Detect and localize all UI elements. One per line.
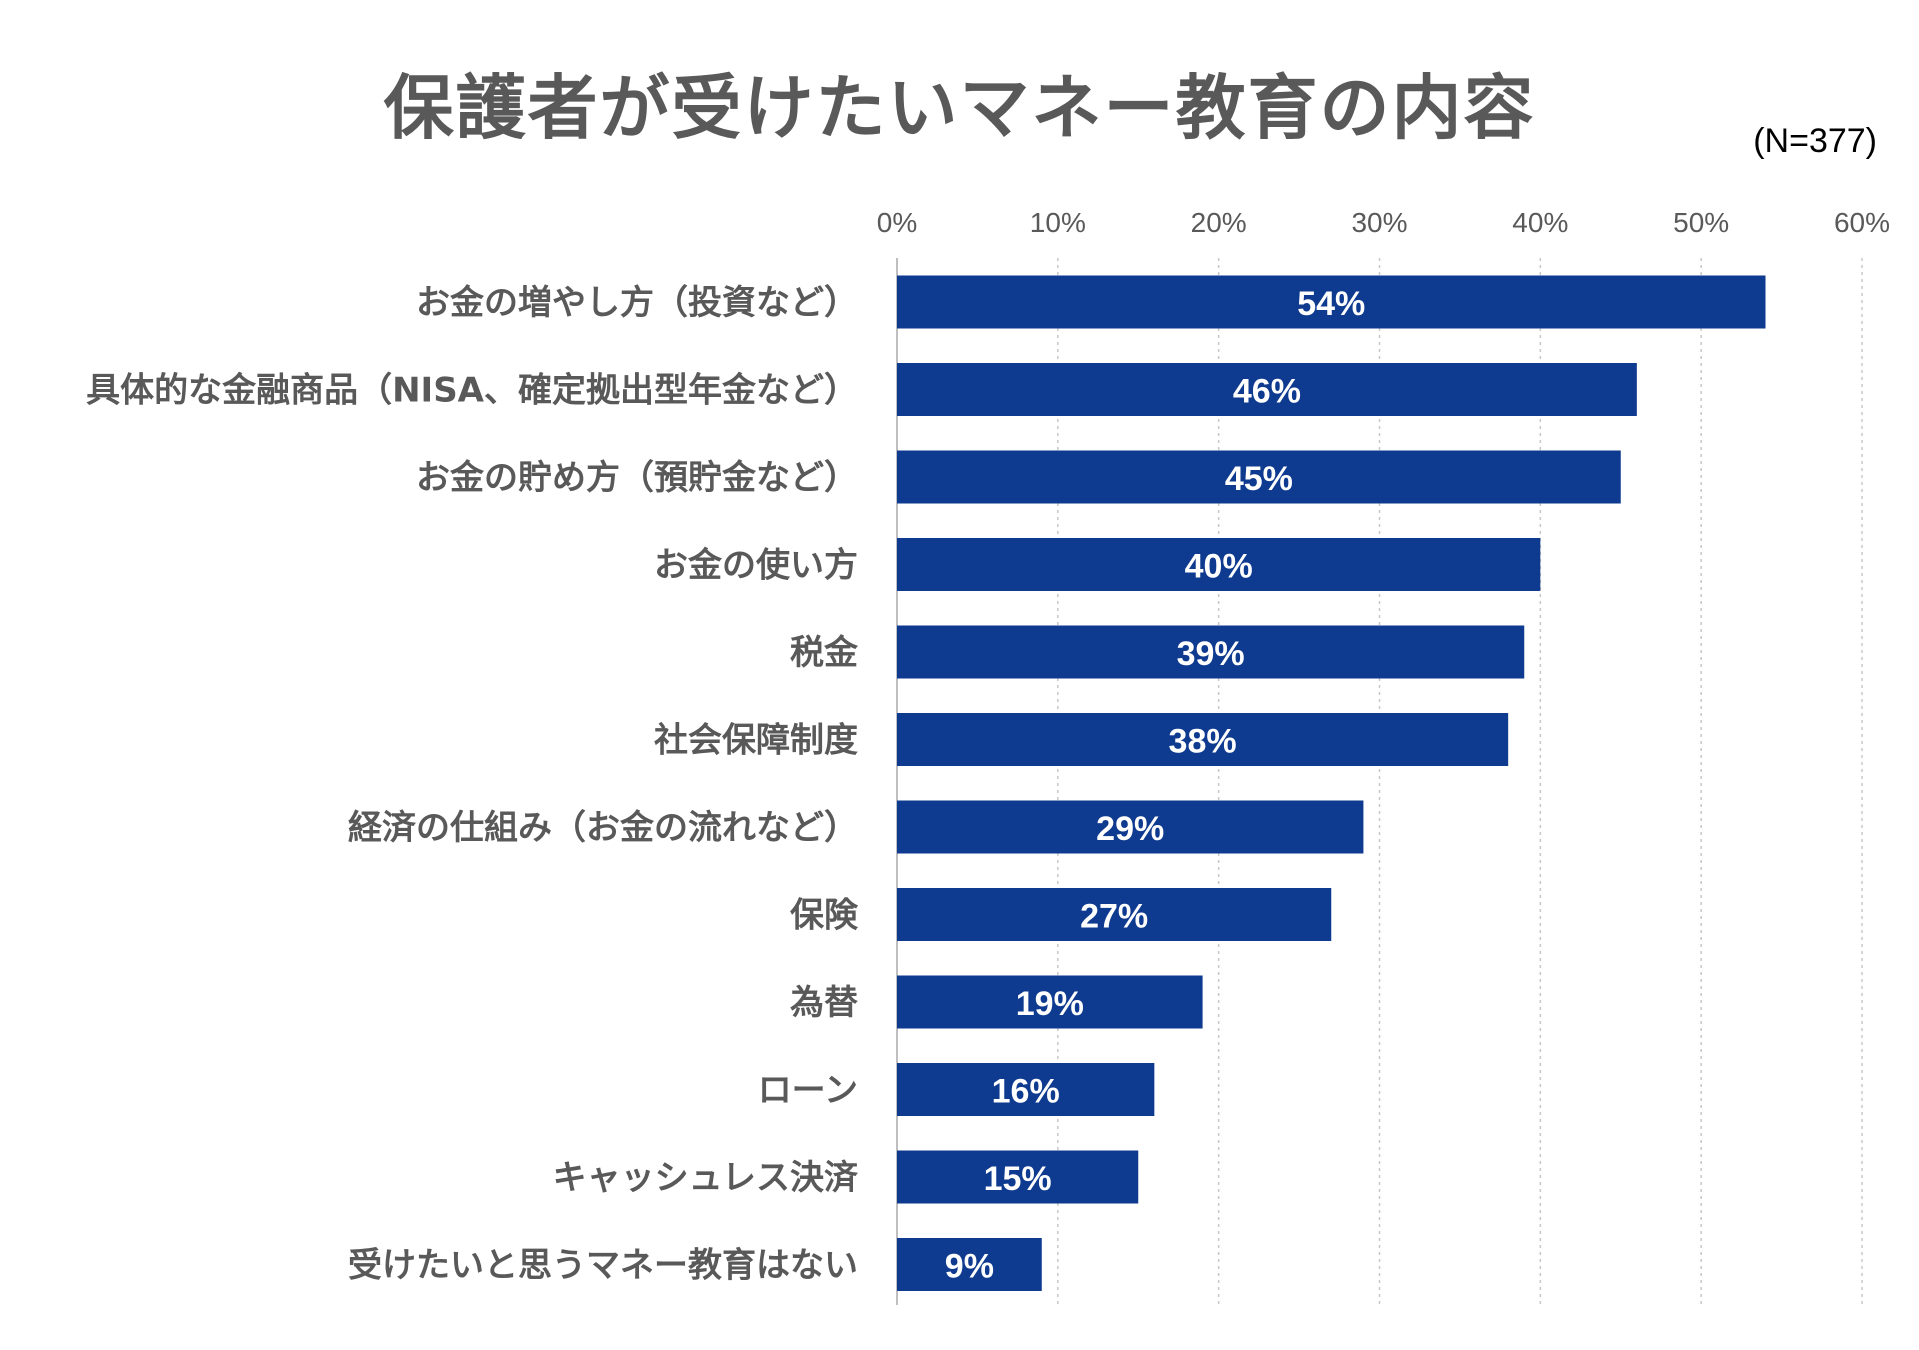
value-labels: 54% 46% 45% 40% 39% 38% 29% 27% 19% 16% 15% 9% bbox=[945, 285, 1365, 1286]
category-label: お金の増やし方（投資など） bbox=[416, 283, 858, 323]
category-label: 受けたいと思うマネー教育はない bbox=[348, 1246, 858, 1286]
data-label: 16% bbox=[992, 1073, 1060, 1111]
bar bbox=[897, 275, 1766, 329]
x-tick-label: 0% bbox=[877, 207, 917, 238]
data-label: 38% bbox=[1169, 723, 1237, 761]
category-label: 具体的な金融商品（NISA、確定拠出型年金など） bbox=[86, 371, 858, 411]
x-tick-label: 50% bbox=[1673, 207, 1729, 238]
bar bbox=[897, 1063, 1155, 1116]
bars bbox=[897, 275, 1766, 1291]
bar bbox=[897, 538, 1541, 591]
data-label: 40% bbox=[1185, 548, 1253, 586]
x-tick-label: 40% bbox=[1512, 207, 1568, 238]
category-label: 経済の仕組み（お金の流れなど） bbox=[348, 808, 858, 848]
x-tick-label: 20% bbox=[1191, 207, 1247, 238]
sample-size-label: (N=377) bbox=[1753, 122, 1877, 160]
data-label: 46% bbox=[1233, 373, 1301, 411]
data-label: 15% bbox=[984, 1160, 1052, 1198]
bar bbox=[897, 625, 1525, 679]
x-tick-label: 60% bbox=[1834, 207, 1890, 238]
category-labels: お金の増やし方（投資など） 具体的な金融商品（NISA、確定拠出型年金など） お金の… bbox=[86, 283, 859, 1286]
bar bbox=[897, 713, 1509, 766]
category-label: キャッシュレス決済 bbox=[553, 1158, 859, 1198]
data-label: 54% bbox=[1297, 285, 1365, 323]
category-label: ローン bbox=[758, 1071, 858, 1111]
category-label: 税金 bbox=[790, 633, 859, 673]
bar bbox=[897, 450, 1621, 504]
category-label: お金の貯め方（預貯金など） bbox=[416, 458, 858, 498]
x-axis-ticks: 0% 10% 20% 30% 40% 50% 60% bbox=[877, 207, 1890, 238]
bar bbox=[897, 363, 1637, 416]
bar bbox=[897, 1238, 1042, 1291]
data-label: 45% bbox=[1225, 460, 1293, 498]
data-label: 27% bbox=[1080, 898, 1148, 936]
x-tick-label: 10% bbox=[1030, 207, 1086, 238]
grid-lines bbox=[896, 258, 1863, 1305]
chart-title: 保護者が受けたいマネー教育の内容 bbox=[383, 67, 1536, 149]
data-label: 39% bbox=[1177, 635, 1245, 673]
data-label: 29% bbox=[1096, 810, 1164, 848]
bar bbox=[897, 800, 1364, 854]
x-tick-label: 30% bbox=[1351, 207, 1407, 238]
bar bbox=[897, 888, 1332, 941]
data-label: 9% bbox=[945, 1248, 994, 1286]
category-label: お金の使い方 bbox=[654, 546, 858, 586]
bar bbox=[897, 975, 1203, 1029]
category-label: 社会保障制度 bbox=[654, 721, 858, 761]
data-label: 19% bbox=[1016, 985, 1084, 1023]
category-label: 保険 bbox=[790, 896, 859, 936]
bar bbox=[897, 1150, 1139, 1204]
category-label: 為替 bbox=[790, 983, 858, 1023]
